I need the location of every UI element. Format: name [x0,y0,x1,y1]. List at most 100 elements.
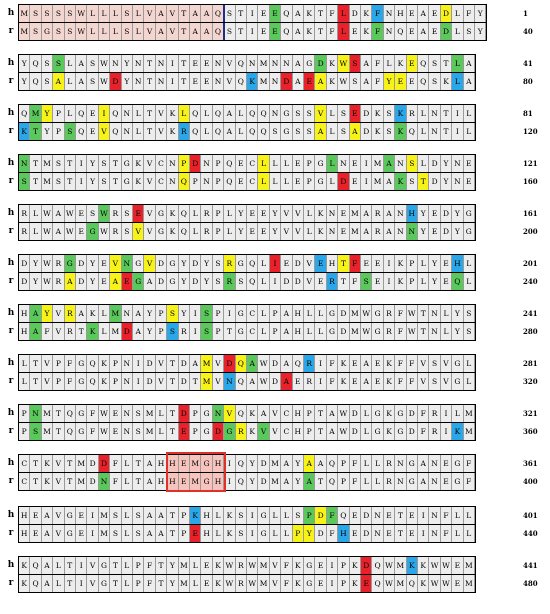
residue-cell: T [156,575,168,592]
residue-cell: F [65,373,76,390]
residue-cell: A [361,205,373,222]
residue-cell: Q [247,105,259,122]
residue-cell: K [395,273,407,290]
residue-cell: I [247,23,259,40]
residue-cell: V [53,323,65,340]
residue-cell: N [429,507,441,524]
residue-cell: F [327,23,339,40]
residue-cell: I [269,255,282,272]
residue-cell: Y [452,223,464,240]
species-label: r [8,578,14,588]
residue-cell: H [19,323,31,340]
residue-cell: I [418,507,430,524]
residue-cell: Q [179,223,190,240]
residue-cell: K [224,525,236,542]
residue-cell: F [327,5,339,22]
residue-cell: N [384,23,396,40]
residue-cell: K [395,255,407,272]
residue-cell: V [281,205,293,222]
residue-cell: K [384,373,396,390]
residue-cell: T [30,373,42,390]
residue-cell: E [372,355,384,372]
residue-cell: E [201,557,213,574]
residue-cell: R [65,323,76,340]
residue-cell: T [224,323,236,340]
residue-cell: A [418,23,430,40]
residue-cell: Q [407,123,418,140]
residue-cell: D [144,373,156,390]
residue-cell: F [372,55,384,72]
residue-cell: Y [429,273,441,290]
residue-cell: P [213,323,225,340]
residue-cell: T [110,173,122,190]
residue-cell: S [110,525,122,542]
residue-cell: V [270,557,282,574]
residue-cell: R [236,557,247,574]
residue-cell: E [349,105,361,122]
residue-cell: L [464,525,475,542]
residue-cell: T [395,525,407,542]
residue-cell: A [304,473,316,490]
residue-cell: L [65,55,76,72]
residue-cell: E [464,155,475,172]
residue-cell: Y [304,525,316,542]
residue-cell: P [19,405,31,422]
residue-cell: H [212,473,225,490]
residue-cell: K [338,373,350,390]
residue-cell: E [269,23,282,40]
residue-cell: A [293,23,304,40]
residue-cell: Q [236,473,247,490]
residue-cell: R [224,255,236,272]
residue-cell: G [452,355,464,372]
residue-cell: A [281,373,293,390]
residue-cell: E [338,223,350,240]
residue-cell: D [190,273,202,290]
residue-cell: D [98,455,111,472]
residue-cell: L [224,205,236,222]
residue-cell: A [201,5,213,22]
residue-cell: G [99,557,111,574]
residue-cell: K [224,507,236,524]
residue-cell: Y [87,255,99,272]
residue-cell: A [293,73,304,90]
residue-cell: L [122,507,133,524]
residue-cell: Q [30,55,42,72]
residue-cell: Y [179,305,190,322]
residue-cell: V [156,105,168,122]
residue-cell: A [258,405,270,422]
residue-cell: K [247,73,259,90]
species-label: r [8,276,14,286]
residue-cell: W [407,323,418,340]
residue-cell: S [30,423,42,440]
residue-cell: L [327,123,339,140]
residue-number: 361 [523,459,538,468]
residue-cell: D [429,155,441,172]
residue-cell: A [144,525,156,542]
residue-cell: K [304,5,316,22]
residue-cell: S [64,5,76,22]
residue-cell: W [42,255,54,272]
residue-cell: P [213,173,225,190]
residue-cell: A [144,455,156,472]
residue-cell: L [304,205,316,222]
residue-cell: L [65,105,76,122]
residue-cell: L [190,205,202,222]
residue-cell: Q [19,105,31,122]
residue-cell: E [406,55,418,72]
residue-cell: P [179,507,190,524]
species-label: h [7,458,15,468]
residue-cell: T [65,575,76,592]
residue-cell: F [144,557,156,574]
residue-cell: F [372,23,384,40]
residue-cell: L [372,473,384,490]
residue-cell: M [464,557,475,574]
residue-cell: W [361,323,373,340]
residue-cell: W [384,575,396,592]
residue-cell: L [270,155,282,172]
